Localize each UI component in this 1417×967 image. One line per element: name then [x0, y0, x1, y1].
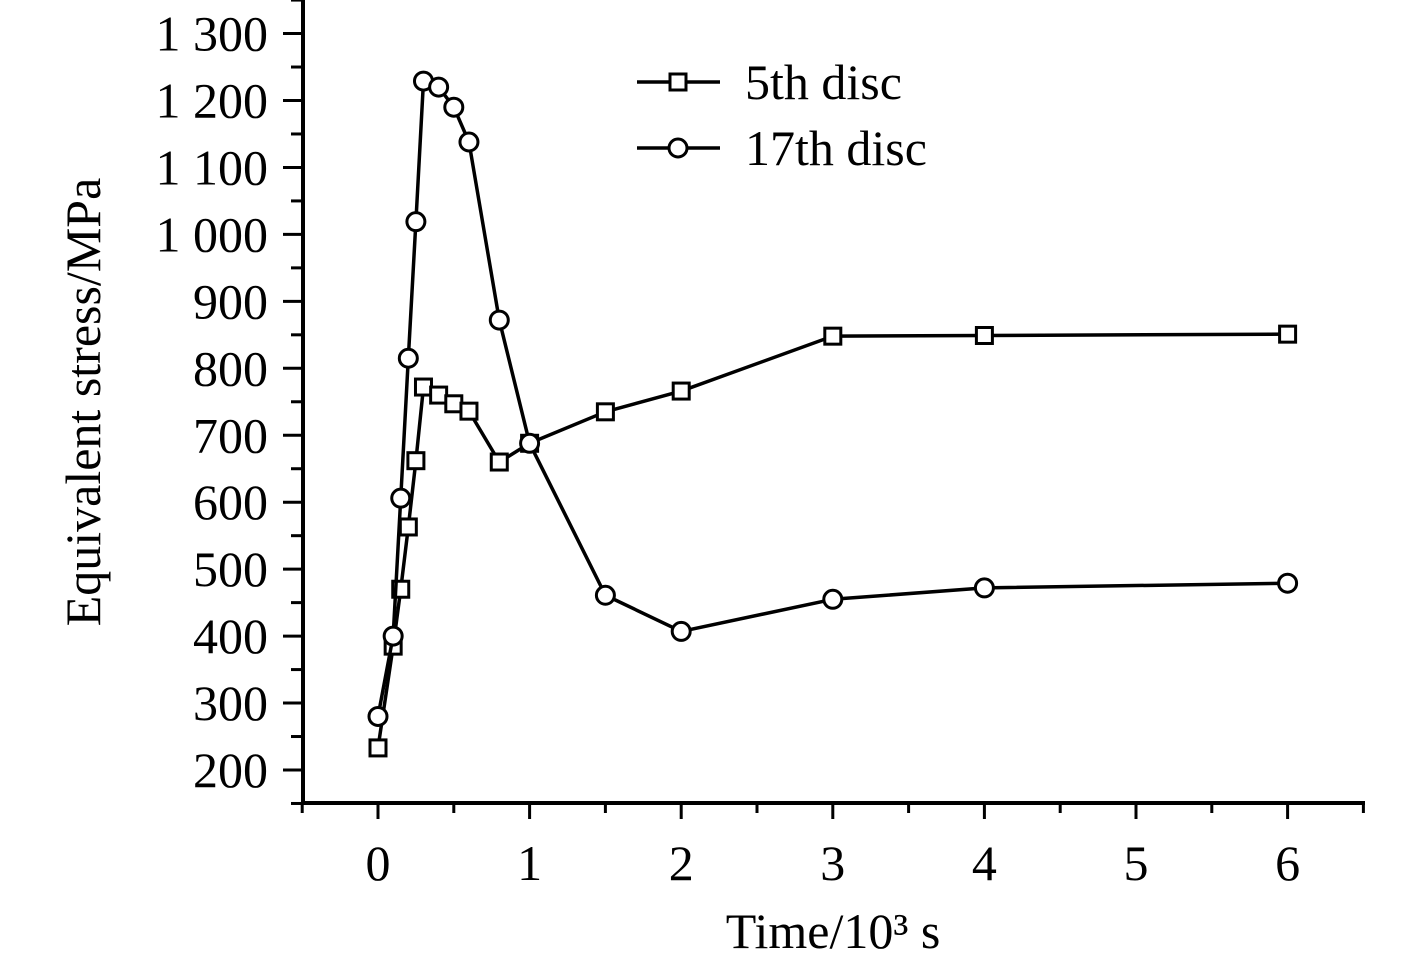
- data-point-circle: [428, 76, 450, 98]
- series-layer: [367, 70, 1299, 758]
- y-tick-label: 200: [193, 742, 268, 798]
- x-tick-label: 6: [1275, 835, 1300, 891]
- data-point-square: [406, 451, 426, 471]
- x-tick-label: 5: [1124, 835, 1149, 891]
- data-point-square: [368, 738, 388, 758]
- y-tick-label: 300: [193, 675, 268, 731]
- series-2: [367, 70, 1299, 727]
- y-tick-label: 1 000: [156, 206, 269, 262]
- y-tick-label: 500: [193, 541, 268, 597]
- y-tick-label: 900: [193, 273, 268, 329]
- data-point-square: [1278, 324, 1298, 344]
- legend-label: 17th disc: [745, 120, 927, 176]
- data-point-square: [413, 377, 433, 397]
- data-point-square: [823, 326, 843, 346]
- data-point-circle: [670, 620, 692, 642]
- y-tick-label: 1 200: [156, 73, 269, 129]
- data-point-square: [489, 452, 509, 472]
- x-tick-label: 0: [366, 835, 391, 891]
- x-axis-ticks: 0 1 2 3 4 5 6: [300, 803, 1365, 891]
- y-axis-ticks: 200 300 400 500 600 700 800 900 1 000 1 100 1 200 1…: [156, 0, 303, 805]
- legend-label: 5th disc: [745, 54, 902, 110]
- y-axis-title: Equivalent stress/MPa: [55, 178, 111, 627]
- series-1: [368, 324, 1298, 758]
- data-point-square: [671, 381, 691, 401]
- legend-marker-circle: [667, 137, 689, 159]
- data-point-circle: [367, 705, 389, 727]
- data-point-square: [974, 325, 994, 345]
- data-point-circle: [458, 131, 480, 153]
- data-point-circle: [594, 584, 616, 606]
- data-point-square: [398, 517, 418, 537]
- legend-marker-square: [668, 72, 688, 92]
- data-point-square: [429, 385, 449, 405]
- data-point-circle: [397, 347, 419, 369]
- data-point-circle: [822, 588, 844, 610]
- x-tick-label: 4: [972, 835, 997, 891]
- y-tick-label: 1 300: [156, 6, 269, 62]
- series-line: [376, 79, 1288, 717]
- data-point-circle: [390, 487, 412, 509]
- y-tick-label: 1 100: [156, 139, 269, 195]
- data-point-circle: [405, 211, 427, 233]
- data-point-circle: [443, 96, 465, 118]
- y-tick-label: 700: [193, 407, 268, 463]
- y-tick-label: 400: [193, 608, 268, 664]
- y-tick-label: 800: [193, 340, 268, 396]
- series-line: [376, 332, 1288, 749]
- data-point-circle: [382, 625, 404, 647]
- data-point-circle: [519, 432, 541, 454]
- data-point-circle: [488, 309, 510, 331]
- y-tick-label: 600: [193, 474, 268, 530]
- x-tick-label: 3: [820, 835, 845, 891]
- data-point-circle: [973, 577, 995, 599]
- data-point-square: [595, 402, 615, 422]
- data-point-circle: [1277, 572, 1299, 594]
- x-tick-label: 1: [517, 835, 542, 891]
- x-tick-label: 2: [669, 835, 694, 891]
- data-point-square: [459, 401, 479, 421]
- legend: 5th disc 17th disc: [637, 54, 927, 176]
- x-axis-title: Time/10³ s: [726, 903, 941, 959]
- data-point-square: [444, 394, 464, 414]
